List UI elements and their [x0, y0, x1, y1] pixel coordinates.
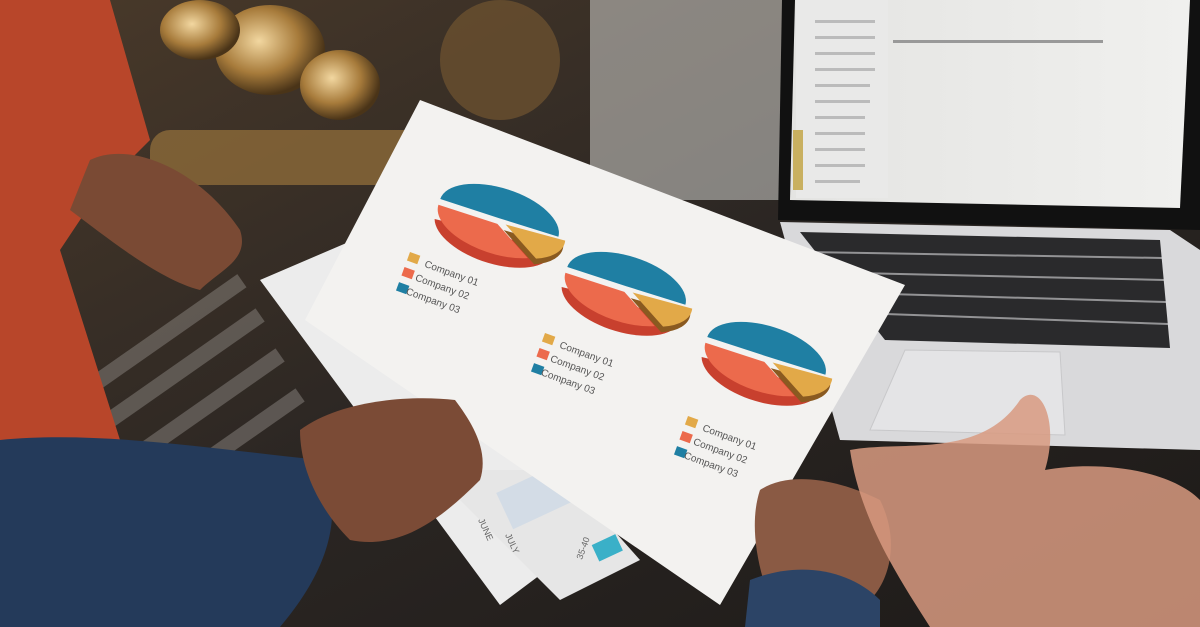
sidebar-accent [793, 130, 803, 190]
person-blue-sleeve [0, 437, 333, 627]
window-reflection [590, 0, 790, 200]
holding-hand-right [754, 479, 891, 600]
gold-decoration [150, 0, 560, 185]
pie-slice-company-02 [704, 342, 795, 397]
holding-hand-left [300, 398, 483, 542]
legend-swatch [530, 363, 545, 376]
legend-swatch [401, 267, 415, 280]
gesturing-hand [850, 394, 1200, 627]
pie-slice-group [630, 292, 693, 333]
left-hand [70, 153, 242, 290]
pie-slice-company-02 [564, 272, 655, 327]
mail-sidebar [796, 0, 888, 198]
legend-swatch [673, 446, 688, 459]
pie-slice-company-03 [440, 183, 559, 237]
legend-swatch [684, 416, 699, 429]
legend-swatch [406, 252, 421, 265]
pie-chart [561, 251, 693, 336]
pie-slice-group [503, 224, 566, 265]
pie-slice-company-01 [505, 224, 566, 259]
pie-slice-company-02 [437, 204, 528, 259]
keyboard [800, 232, 1170, 348]
legend-swatch [679, 431, 693, 444]
person-right-sleeve [745, 569, 880, 627]
pie-chart [701, 321, 833, 406]
pie-slice-company-03 [567, 251, 686, 305]
legend-swatch [395, 282, 410, 295]
legend-swatch [536, 348, 550, 361]
person-left-sleeve [0, 0, 150, 470]
pie-slice-company-03 [707, 321, 826, 375]
legend-swatch [541, 333, 556, 346]
pie-slice-company-01 [772, 362, 833, 397]
pie-chart [434, 183, 566, 268]
pie-slice-company-01 [632, 292, 693, 327]
laptop-screen [790, 0, 1190, 208]
pie-slice-group [770, 362, 833, 403]
blurred-text-lines [815, 20, 1103, 183]
